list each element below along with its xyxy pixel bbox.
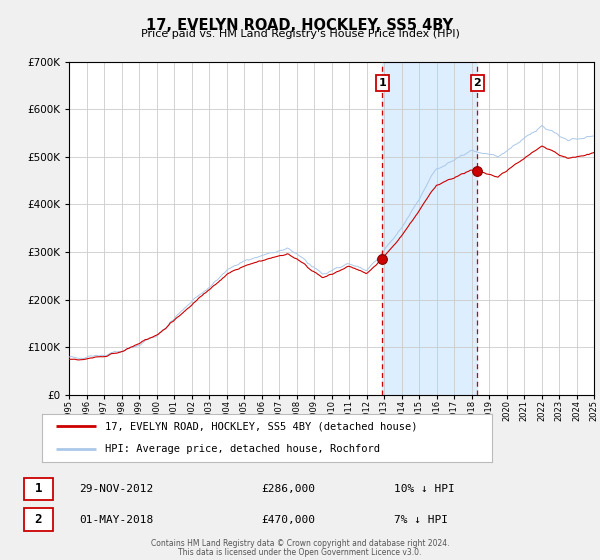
Text: £286,000: £286,000 — [262, 484, 316, 494]
Text: 10% ↓ HPI: 10% ↓ HPI — [394, 484, 455, 494]
Text: Price paid vs. HM Land Registry's House Price Index (HPI): Price paid vs. HM Land Registry's House … — [140, 29, 460, 39]
Text: 7% ↓ HPI: 7% ↓ HPI — [394, 515, 448, 525]
FancyBboxPatch shape — [24, 478, 53, 500]
Text: 01-MAY-2018: 01-MAY-2018 — [79, 515, 154, 525]
Text: £470,000: £470,000 — [262, 515, 316, 525]
Text: 2: 2 — [473, 78, 481, 88]
Text: 17, EVELYN ROAD, HOCKLEY, SS5 4BY (detached house): 17, EVELYN ROAD, HOCKLEY, SS5 4BY (detac… — [105, 421, 418, 431]
Bar — [382, 62, 477, 395]
FancyBboxPatch shape — [24, 508, 53, 531]
Text: 2: 2 — [35, 513, 42, 526]
Text: 17, EVELYN ROAD, HOCKLEY, SS5 4BY: 17, EVELYN ROAD, HOCKLEY, SS5 4BY — [146, 18, 454, 33]
Text: Contains HM Land Registry data © Crown copyright and database right 2024.: Contains HM Land Registry data © Crown c… — [151, 539, 449, 548]
Text: HPI: Average price, detached house, Rochford: HPI: Average price, detached house, Roch… — [105, 444, 380, 454]
Text: 1: 1 — [379, 78, 386, 88]
Text: This data is licensed under the Open Government Licence v3.0.: This data is licensed under the Open Gov… — [178, 548, 422, 557]
Text: 1: 1 — [35, 482, 42, 496]
Text: 29-NOV-2012: 29-NOV-2012 — [79, 484, 154, 494]
